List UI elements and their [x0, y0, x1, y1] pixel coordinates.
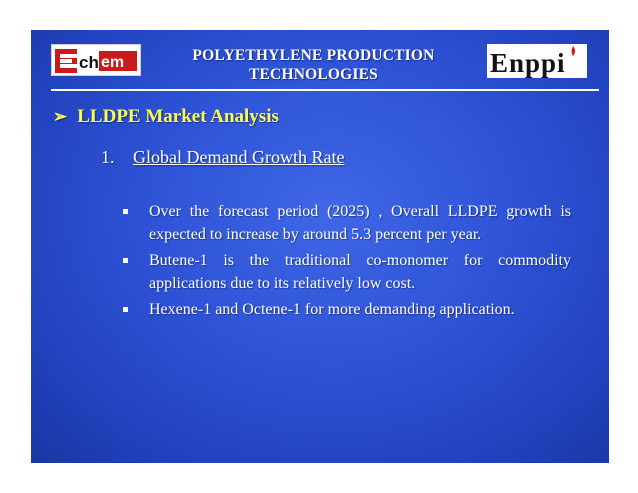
slide-header: ch em POLYETHYLENE PRODUCTION TECHNOLOGI… [31, 30, 609, 91]
echem-logo: ch em [51, 44, 141, 76]
svg-text:Enppi: Enppi [490, 48, 566, 78]
enppi-logo: Enppi [487, 44, 587, 78]
square-bullet-icon [123, 307, 128, 312]
list-item: Hexene-1 and Octene-1 for more demanding… [119, 298, 571, 321]
arrow-bullet-icon: ➢ [53, 107, 68, 126]
header-title-line2: TECHNOLOGIES [248, 66, 379, 83]
subsection-title-text: Global Demand Growth Rate [133, 147, 345, 167]
list-item: Over the forecast period (2025) , Overal… [119, 200, 571, 246]
subsection-title: 1. Global Demand Growth Rate [101, 147, 344, 168]
header-title: POLYETHYLENE PRODUCTION TECHNOLOGIES [151, 46, 476, 84]
square-bullet-icon [123, 258, 128, 263]
bullet-text: Over the forecast period (2025) , Overal… [149, 203, 571, 243]
header-title-line1: POLYETHYLENE PRODUCTION [192, 47, 435, 64]
header-divider [51, 89, 599, 91]
square-bullet-icon [123, 209, 128, 214]
bullet-text: Hexene-1 and Octene-1 for more demanding… [149, 301, 515, 318]
svg-text:em: em [101, 54, 124, 71]
list-item: Butene-1 is the traditional co-monomer f… [119, 249, 571, 295]
section-title: ➢ LLDPE Market Analysis [53, 106, 279, 128]
bullet-text: Butene-1 is the traditional co-monomer f… [149, 252, 571, 292]
section-title-text: LLDPE Market Analysis [77, 106, 279, 127]
slide: ch em POLYETHYLENE PRODUCTION TECHNOLOGI… [31, 30, 609, 463]
bullet-list: Over the forecast period (2025) , Overal… [119, 200, 571, 324]
subsection-number: 1. [101, 147, 115, 167]
svg-text:ch: ch [79, 53, 99, 72]
